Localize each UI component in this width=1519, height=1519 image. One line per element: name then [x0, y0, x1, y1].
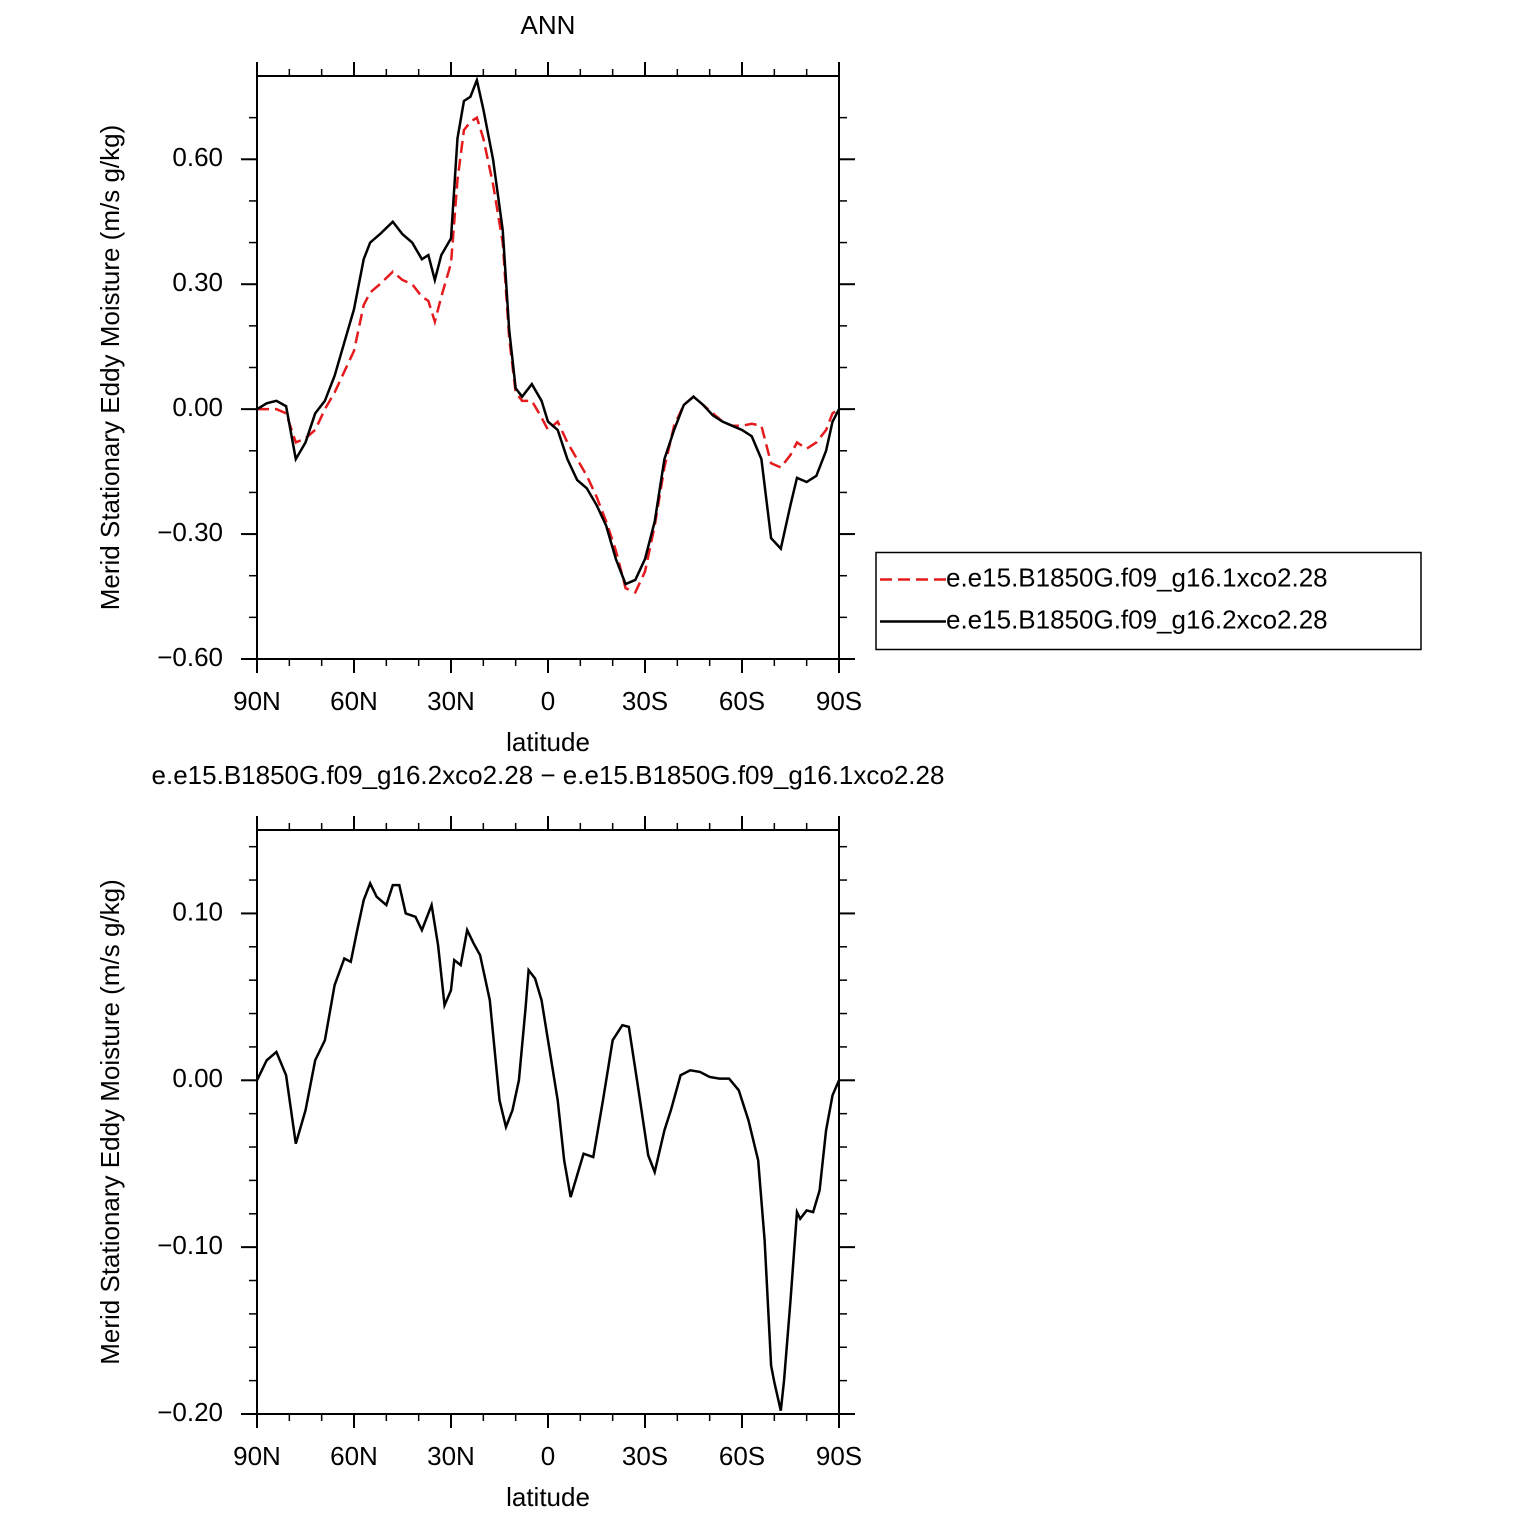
- y-tick-label: 0.00: [172, 392, 223, 422]
- legend-box: [875, 551, 1422, 651]
- legend-label: e.e15.B1850G.f09_g16.2xco2.28: [946, 604, 1328, 634]
- x-tick-label: 90S: [816, 686, 862, 716]
- x-tick-label: 60S: [719, 686, 765, 716]
- x-axis-label: latitude: [506, 727, 590, 757]
- chart-title: ANN: [521, 10, 576, 40]
- legend-label: e.e15.B1850G.f09_g16.1xco2.28: [946, 562, 1328, 592]
- data-line: [255, 880, 841, 1411]
- y-axis-label: Merid Stationary Eddy Moisture (m/s g/kg…: [95, 879, 125, 1365]
- x-tick-label: 90N: [233, 1441, 281, 1471]
- x-tick-label: 30S: [622, 1441, 668, 1471]
- x-tick-label: 60N: [330, 1441, 378, 1471]
- x-tick-label: 60S: [719, 1441, 765, 1471]
- plot-frame: [256, 75, 840, 660]
- x-tick-label: 0: [541, 1441, 555, 1471]
- y-tick-label: −0.10: [157, 1230, 223, 1260]
- plot-frame: [256, 829, 840, 1415]
- x-tick-label: 90S: [816, 1441, 862, 1471]
- y-axis-label: Merid Stationary Eddy Moisture (m/s g/kg…: [95, 125, 125, 611]
- y-tick-label: 0.60: [172, 142, 223, 172]
- y-tick-label: 0.00: [172, 1063, 223, 1093]
- x-tick-label: 30S: [622, 686, 668, 716]
- y-tick-label: 0.30: [172, 267, 223, 297]
- data-line: [256, 75, 841, 586]
- y-tick-label: −0.30: [157, 517, 223, 547]
- chart-title: e.e15.B1850G.f09_g16.2xco2.28 − e.e15.B1…: [152, 760, 945, 790]
- y-tick-label: −0.60: [157, 642, 223, 672]
- x-tick-label: 0: [541, 686, 555, 716]
- x-tick-label: 90N: [233, 686, 281, 716]
- x-axis-label: latitude: [506, 1482, 590, 1512]
- x-tick-label: 30N: [427, 686, 475, 716]
- y-tick-label: −0.20: [157, 1397, 223, 1427]
- x-tick-label: 30N: [427, 1441, 475, 1471]
- data-line: [257, 115, 840, 594]
- y-tick-label: 0.10: [172, 896, 223, 926]
- x-tick-label: 60N: [330, 686, 378, 716]
